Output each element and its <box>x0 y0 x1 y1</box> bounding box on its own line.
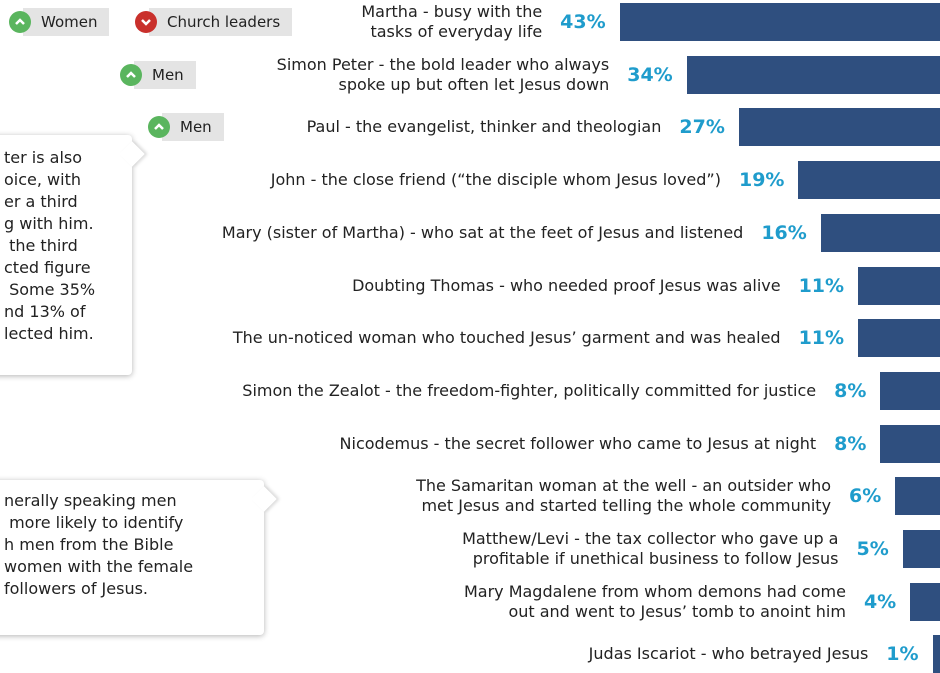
category-label: Matthew/Levi - the tax collector who gav… <box>462 529 839 568</box>
bar-row-label: 8% Nicodemus - the secret follower who ca… <box>340 433 867 455</box>
callout-line: h men from the Bible <box>4 535 174 554</box>
callout-line: nerally speaking men <box>4 491 177 510</box>
value-label: 19% <box>738 169 785 192</box>
callout-text: ter is also oice, with er a third g with hi… <box>0 135 132 345</box>
arrow-icon <box>126 70 136 78</box>
bar-row-label: 27% Paul - the evangelist, thinker and th… <box>307 116 725 138</box>
bar-row-label: 11% Doubting Thomas - who needed proof Je… <box>352 275 844 297</box>
bar-row-label: 11% The un-noticed woman who touched Jesu… <box>233 327 844 349</box>
value-label: 5% <box>856 538 889 560</box>
bar <box>880 424 940 463</box>
callout-line: the third <box>4 236 78 255</box>
bar-row-label: 8% Simon the Zealot - the freedom-fighter… <box>242 380 866 402</box>
tag-icon <box>148 116 170 139</box>
callout-line: oice, with <box>4 170 81 189</box>
value-label: 27% <box>679 116 725 139</box>
callout-line: women with the female <box>4 557 194 576</box>
bar-row-label: 1% Judas Iscariot - who betrayed Jesus <box>589 643 919 665</box>
value-label: 34% <box>627 63 673 86</box>
callout-line: ter is also <box>4 148 83 167</box>
bar <box>932 635 940 673</box>
callout-line: lected him. <box>4 324 94 343</box>
category-label: Judas Iscariot - who betrayed Jesus <box>588 644 869 664</box>
tag-label: Men <box>162 113 224 142</box>
arrow-icon <box>141 19 151 26</box>
value-label: 8% <box>834 379 867 402</box>
callout-text: nerally speaking men more likely to iden… <box>0 480 264 600</box>
bar <box>820 213 940 252</box>
bar <box>880 371 940 410</box>
bar-row-label: 34% Simon Peter - the bold leader who alw… <box>277 55 673 95</box>
tag: Men <box>148 113 224 142</box>
tag-icon <box>120 63 142 86</box>
bar <box>858 266 940 305</box>
value-label: 11% <box>798 327 845 350</box>
value-label: 8% <box>834 432 867 455</box>
value-label: 4% <box>863 590 897 613</box>
arrow-icon <box>154 123 164 131</box>
tag-label: Men <box>134 60 196 89</box>
tag-label: Women <box>23 8 110 36</box>
tag: Men <box>120 60 196 89</box>
category-label: Simon the Zealot - the freedom-fighter, … <box>242 380 817 400</box>
arrow-icon <box>15 18 25 25</box>
category-label: Simon Peter - the bold leader who always… <box>276 54 610 94</box>
value-label: 1% <box>886 643 919 666</box>
value-label: 16% <box>761 221 807 244</box>
bar <box>686 55 940 94</box>
value-label: 43% <box>560 11 606 33</box>
category-label: Doubting Thomas - who needed proof Jesus… <box>352 275 781 295</box>
value-label: 11% <box>798 274 845 297</box>
category-label: Nicodemus - the secret follower who came… <box>339 433 817 453</box>
tag-label: Church leaders <box>149 8 293 36</box>
category-label: The un-noticed woman who touched Jesus’ … <box>232 328 781 348</box>
callout-line: cted figure <box>4 258 91 277</box>
category-label: Paul - the evangelist, thinker and theol… <box>306 117 662 137</box>
category-label: John - the close friend (“the disciple w… <box>270 170 721 190</box>
bar <box>902 530 940 568</box>
bar <box>858 319 940 358</box>
category-label: The Samaritan woman at the well - an out… <box>416 476 832 516</box>
bar-row-label: 16% Mary (sister of Martha) - who sat at … <box>222 222 807 244</box>
bar-row-label: 6% The Samaritan woman at the well - an o… <box>416 476 881 516</box>
tag-icon <box>135 11 157 33</box>
callout-line: followers of Jesus. <box>4 579 148 598</box>
callout-line: more likely to identify <box>4 513 184 532</box>
bar-row-label: 19% John - the close friend (“the discipl… <box>271 169 785 191</box>
bar <box>738 108 940 147</box>
bar <box>798 161 940 200</box>
category-label: Mary (sister of Martha) - who sat at the… <box>221 222 744 242</box>
callout-line: er a third <box>4 192 78 211</box>
callout-line: g with him. <box>4 214 94 233</box>
tag: Women <box>9 8 110 36</box>
bar-row-label: 4% Mary Magdalene from whom demons had co… <box>464 582 896 622</box>
callout-line: nd 13% of <box>4 302 86 321</box>
callout-line: Some 35% <box>4 280 96 299</box>
tag-icon <box>9 11 31 33</box>
bar <box>910 582 940 621</box>
callout-box: nerally speaking men more likely to iden… <box>0 480 277 635</box>
bar <box>619 3 940 41</box>
bar <box>895 477 940 516</box>
category-label: Mary Magdalene from whom demons had come… <box>463 581 846 621</box>
bar-row-label: 5% Matthew/Levi - the tax collector who g… <box>462 529 889 569</box>
callout-box: ter is also oice, with er a third g with hi… <box>0 135 145 375</box>
tag: Church leaders <box>135 8 293 36</box>
bar-row-label: 43% Martha - busy with the tasks of every… <box>361 2 605 42</box>
value-label: 6% <box>849 485 882 508</box>
category-label: Martha - busy with the tasks of everyday… <box>361 2 543 41</box>
